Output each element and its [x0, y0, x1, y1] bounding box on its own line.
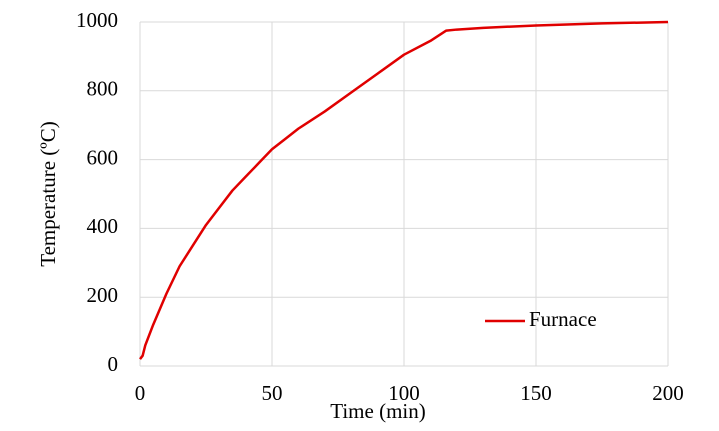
- legend-label: Furnace: [529, 307, 597, 331]
- x-tick-label: 0: [135, 381, 146, 405]
- y-tick-label: 400: [87, 214, 119, 238]
- x-tick-label: 200: [652, 381, 684, 405]
- y-axis-title: Temperature (ºC): [36, 121, 60, 267]
- y-tick-label: 600: [87, 145, 119, 169]
- y-tick-label: 200: [87, 283, 119, 307]
- line: [139, 20, 669, 360]
- x-tick-label: 50: [262, 381, 283, 405]
- x-tick-label: 100: [388, 381, 420, 405]
- y-tick-label: 0: [108, 352, 119, 376]
- y-tick-label: 1000: [76, 8, 118, 32]
- x-axis-title: Time (min): [330, 399, 425, 423]
- x-tick-label: 150: [520, 381, 552, 405]
- y-tick-label: 800: [87, 77, 119, 101]
